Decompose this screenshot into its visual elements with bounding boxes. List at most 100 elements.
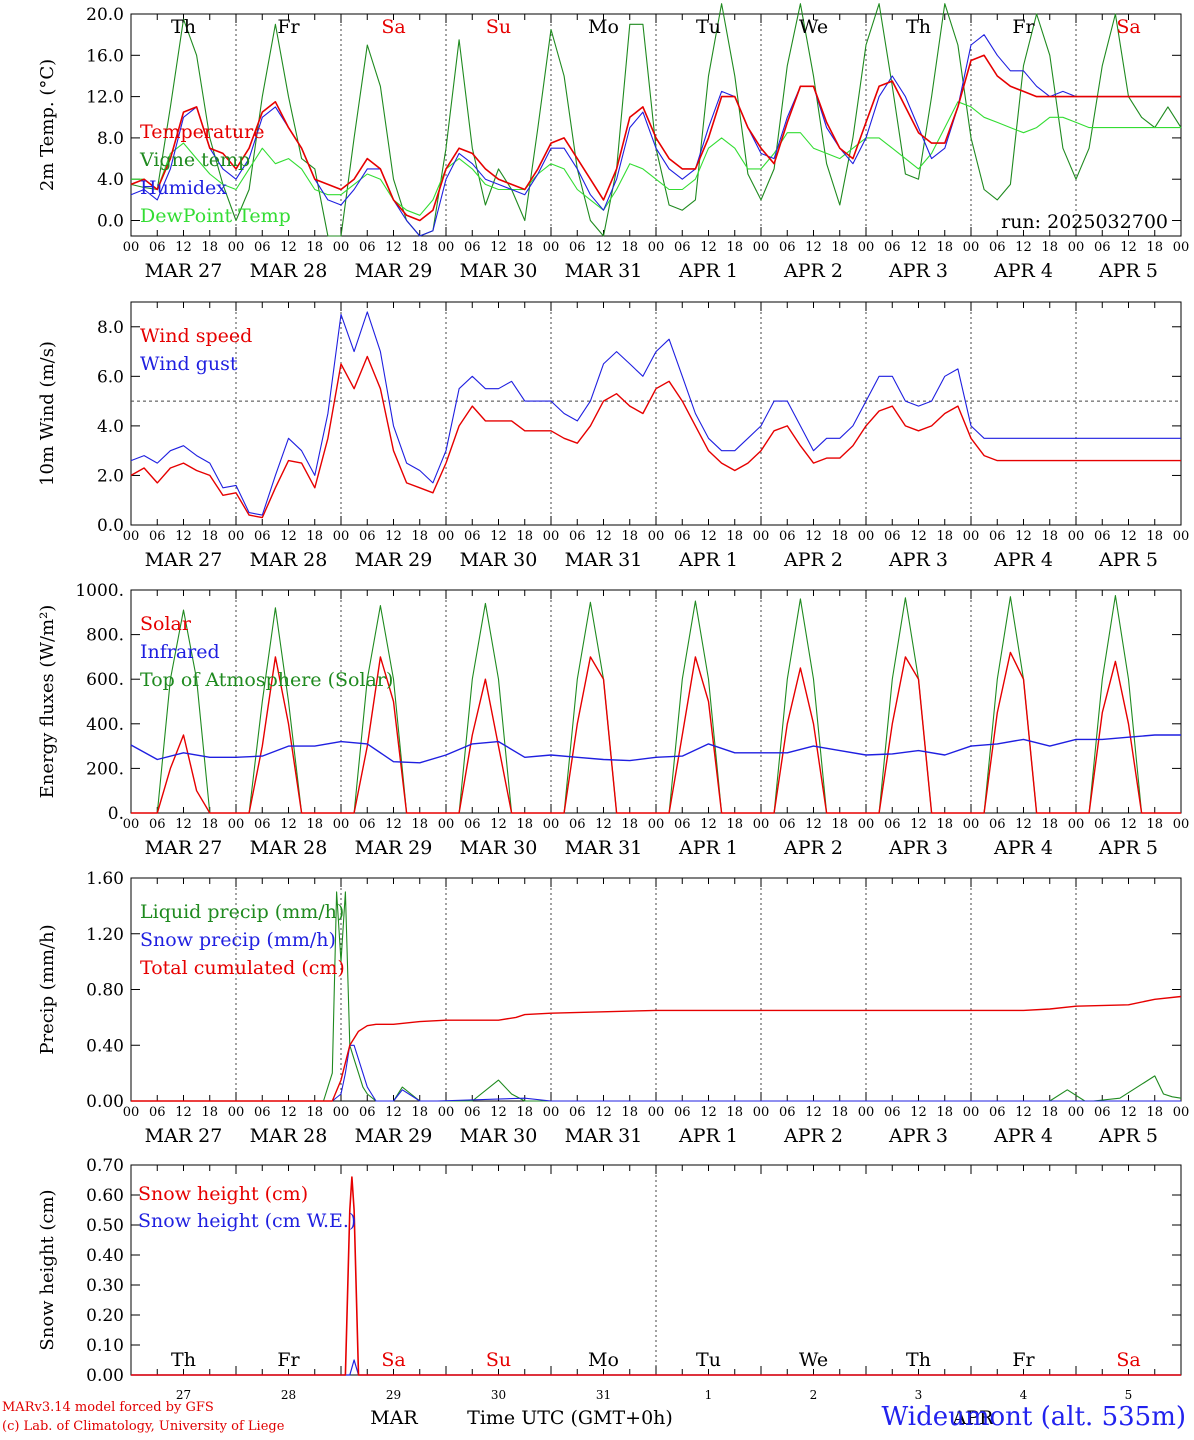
panel-4-hour-label: 00 xyxy=(228,1105,245,1120)
panel-1-hour-label: 00 xyxy=(753,240,770,255)
panel-4-y-tick-label: 0.80 xyxy=(86,981,124,1001)
panel-2-y-tick-label: 8.0 xyxy=(97,318,124,338)
panel-2-hour-label: 06 xyxy=(884,529,901,544)
panel-3-date-label: APR 4 xyxy=(993,837,1053,859)
panel-1-hour-label: 06 xyxy=(149,240,166,255)
panel-1-weekday-label: Sa xyxy=(1116,16,1140,38)
panel-4-hour-label: 06 xyxy=(674,1105,691,1120)
panel-2-hour-label: 06 xyxy=(569,529,586,544)
panel-3-hour-label: 06 xyxy=(149,817,166,832)
panel-2-hour-label: 18 xyxy=(936,529,953,544)
panel-4-hour-label: 00 xyxy=(648,1105,665,1120)
panel-2-hour-label: 12 xyxy=(805,529,822,544)
bottom-day-number: 4 xyxy=(1020,1388,1028,1402)
panel-2-hour-label: 18 xyxy=(621,529,638,544)
panel-2-y-tick-label: 0.0 xyxy=(97,516,124,536)
panel-2-date-label: APR 4 xyxy=(993,549,1053,571)
bottom-day-number: 31 xyxy=(596,1388,611,1402)
panel-5-y-tick-label: 0.60 xyxy=(86,1186,124,1206)
panel-2-hour-label: 00 xyxy=(333,529,350,544)
panel-4-hour-label: 18 xyxy=(516,1105,533,1120)
panel-1-y-tick-label: 8.0 xyxy=(97,129,124,149)
panel-4-legend-snow-precip-mm-h: Snow precip (mm/h) xyxy=(140,929,336,951)
panel-4-hour-label: 06 xyxy=(1094,1105,1111,1120)
panel-3-legend-infrared: Infrared xyxy=(140,641,220,663)
panel-2-hour-label: 12 xyxy=(175,529,192,544)
panel-4-legend-total-cumulated-cm: Total cumulated (cm) xyxy=(140,957,345,979)
panel-1-hour-label: 18 xyxy=(411,240,428,255)
panel-3-date-label: MAR 30 xyxy=(460,837,538,859)
panel-2-date-label: APR 3 xyxy=(888,549,948,571)
panel-1-hour-label: 06 xyxy=(254,240,271,255)
panel-3-hour-label: 00 xyxy=(438,817,455,832)
panel-1-legend-dewpoint-temp: DewPoint Temp xyxy=(140,205,291,227)
panel-3-hour-label: 12 xyxy=(490,817,507,832)
bottom-month-label-2: APR xyxy=(952,1407,995,1429)
panel-5-y-tick-label: 0.10 xyxy=(86,1336,124,1356)
panel-2-hour-label: 00 xyxy=(753,529,770,544)
panel-3-date-label: MAR 27 xyxy=(145,837,223,859)
panel-4-date-label: MAR 29 xyxy=(355,1125,433,1147)
panel-2-y-tick-label: 6.0 xyxy=(97,367,124,387)
panel-1-hour-label: 18 xyxy=(726,240,743,255)
panel-3-hour-label: 00 xyxy=(333,817,350,832)
panel-3-y-tick-label: 400. xyxy=(86,715,124,735)
panel-3-hour-label: 06 xyxy=(254,817,271,832)
panel-4-hour-label: 00 xyxy=(438,1105,455,1120)
panel-1-y-tick-label: 4.0 xyxy=(97,170,124,190)
panel-3-hour-label: 06 xyxy=(359,817,376,832)
panel-3-hour-label: 18 xyxy=(306,817,323,832)
panel-2-hour-label: 12 xyxy=(490,529,507,544)
panel-5-weekday-label: Tu xyxy=(696,1349,721,1371)
panel-3-date-label: APR 5 xyxy=(1098,837,1158,859)
panel-1-date-label: APR 1 xyxy=(678,260,738,282)
panel-4-hour-label: 12 xyxy=(910,1105,927,1120)
panel-1-hour-label: 00 xyxy=(1068,240,1085,255)
panel-3-date-label: APR 3 xyxy=(888,837,948,859)
panel-1-hour-label: 00 xyxy=(543,240,560,255)
panel-1-hour-label: 06 xyxy=(569,240,586,255)
panel-1-hour-label: 00 xyxy=(333,240,350,255)
panel-1-weekday-label: Fr xyxy=(277,16,300,38)
model-credit: MARv3.14 model forced by GFS xyxy=(2,1400,214,1415)
panel-1-date-label: APR 5 xyxy=(1098,260,1158,282)
panel-4-date-label: MAR 31 xyxy=(565,1125,643,1147)
panel-3-hour-label: 18 xyxy=(1146,817,1163,832)
panel-4-series-snow-precip-mm-h xyxy=(131,1044,1181,1102)
panel-3-hour-label: 12 xyxy=(280,817,297,832)
panel-3-date-label: MAR 28 xyxy=(250,837,328,859)
panel-1-hour-label: 00 xyxy=(963,240,980,255)
panel-3-hour-label: 18 xyxy=(621,817,638,832)
panel-4-hour-label: 18 xyxy=(1041,1105,1058,1120)
panel-4-hour-label: 12 xyxy=(700,1105,717,1120)
panel-2-hour-label: 18 xyxy=(726,529,743,544)
panel-3-hour-label: 12 xyxy=(595,817,612,832)
panel-3-series-solar xyxy=(131,651,1181,814)
panel-4-hour-label: 18 xyxy=(936,1105,953,1120)
panel-1-hour-label: 18 xyxy=(306,240,323,255)
panel-5-weekday-label: Sa xyxy=(1116,1349,1140,1371)
panel-1-hour-label: 06 xyxy=(884,240,901,255)
panel-1-hour-label: 06 xyxy=(989,240,1006,255)
panel-5-weekday-label: Mo xyxy=(588,1349,619,1371)
panel-4-hour-label: 12 xyxy=(595,1105,612,1120)
panel-4-date-label: APR 1 xyxy=(678,1125,738,1147)
panel-1-date-label: MAR 31 xyxy=(565,260,643,282)
panel-3-hour-label: 18 xyxy=(831,817,848,832)
panel-4-y-tick-label: 0.00 xyxy=(86,1092,124,1112)
panel-1-hour-label: 00 xyxy=(123,240,140,255)
panel-3-hour-label: 18 xyxy=(1041,817,1058,832)
panel-4-hour-label: 18 xyxy=(306,1105,323,1120)
panel-3-hour-label: 12 xyxy=(1120,817,1137,832)
panel-5-weekday-label: Th xyxy=(171,1349,196,1371)
panel-4-hour-label: 18 xyxy=(621,1105,638,1120)
panel-1-hour-label: 18 xyxy=(621,240,638,255)
panel-4-date-label: APR 5 xyxy=(1098,1125,1158,1147)
panel-2-hour-label: 12 xyxy=(700,529,717,544)
panel-3-hour-label: 00 xyxy=(543,817,560,832)
panel-1-hour-label: 18 xyxy=(516,240,533,255)
panel-4-y-tick-label: 1.60 xyxy=(86,869,124,889)
panel-1-hour-label: 06 xyxy=(359,240,376,255)
panel-3-date-label: MAR 29 xyxy=(355,837,433,859)
panel-4-hour-label: 12 xyxy=(805,1105,822,1120)
